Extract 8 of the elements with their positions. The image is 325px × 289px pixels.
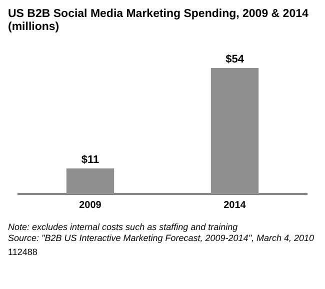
x-tick-label: 2009	[79, 200, 102, 211]
x-tick-label: 2014	[224, 200, 246, 211]
source-note: Source: "B2B US Interactive Marketing Forecast, 2009-2014", March 4, 2010	[8, 233, 316, 244]
data-label: $54	[226, 54, 245, 66]
text: Note: excludes internal costs such as staffing and training	[8, 222, 239, 233]
chart-title: US B2B Social Media Marketing Spending, 2009 & 2014 (millions)	[8, 8, 310, 34]
text: 112488	[8, 247, 38, 258]
data-label: $11	[81, 154, 100, 166]
